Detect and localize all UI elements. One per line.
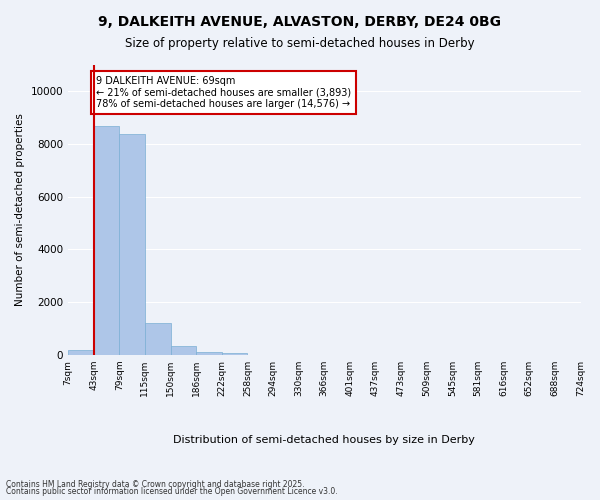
- Text: 9, DALKEITH AVENUE, ALVASTON, DERBY, DE24 0BG: 9, DALKEITH AVENUE, ALVASTON, DERBY, DE2…: [98, 15, 502, 29]
- Y-axis label: Number of semi-detached properties: Number of semi-detached properties: [15, 114, 25, 306]
- Text: 9 DALKEITH AVENUE: 69sqm
← 21% of semi-detached houses are smaller (3,893)
78% o: 9 DALKEITH AVENUE: 69sqm ← 21% of semi-d…: [96, 76, 351, 108]
- X-axis label: Distribution of semi-detached houses by size in Derby: Distribution of semi-detached houses by …: [173, 435, 475, 445]
- Text: Contains public sector information licensed under the Open Government Licence v3: Contains public sector information licen…: [6, 487, 338, 496]
- Text: Size of property relative to semi-detached houses in Derby: Size of property relative to semi-detach…: [125, 38, 475, 51]
- Text: Contains HM Land Registry data © Crown copyright and database right 2025.: Contains HM Land Registry data © Crown c…: [6, 480, 305, 489]
- Bar: [94, 126, 119, 355]
- Bar: [145, 324, 170, 355]
- Bar: [222, 353, 247, 355]
- Bar: [119, 134, 145, 355]
- Bar: [170, 346, 196, 355]
- Bar: [196, 352, 222, 355]
- Bar: [68, 350, 94, 355]
